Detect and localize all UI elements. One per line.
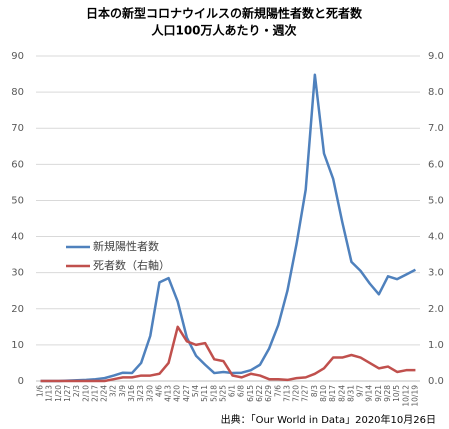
- y-tick-label: 10: [11, 340, 24, 351]
- x-tick-label: 5/11: [200, 385, 209, 402]
- y2-tick-label: 9.0: [428, 51, 444, 62]
- x-tick-label: 6/15: [246, 385, 255, 402]
- x-tick-label: 5/18: [209, 385, 218, 402]
- x-tick-label: 2/17: [90, 385, 99, 402]
- y-tick-label: 50: [11, 195, 24, 206]
- x-tick-label: 10/12: [401, 385, 410, 407]
- chart-subtitle: 人口100万人あたり・週次: [151, 23, 296, 38]
- y-tick-label: 40: [11, 232, 24, 243]
- y2-tick-label: 8.0: [428, 87, 444, 98]
- x-tick-label: 1/27: [63, 385, 72, 402]
- legend-label: 新規陽性者数: [93, 239, 159, 253]
- y-tick-label: 70: [11, 123, 24, 134]
- x-tick-label: 8/24: [337, 385, 346, 402]
- y-tick-label: 90: [11, 51, 24, 62]
- y2-tick-label: 4.0: [428, 232, 444, 243]
- x-tick-label: 9/28: [383, 385, 392, 402]
- x-tick-label: 3/9: [118, 385, 127, 397]
- x-tick-label: 10/19: [410, 385, 419, 407]
- y2-tick-label: 7.0: [428, 123, 444, 134]
- x-tick-label: 3/16: [127, 385, 136, 402]
- x-tick-label: 8/10: [319, 385, 328, 402]
- x-tick-label: 8/17: [328, 385, 337, 402]
- x-tick-label: 6/1: [228, 385, 237, 397]
- x-tick-label: 7/6: [273, 385, 282, 397]
- y-tick-label: 20: [11, 304, 24, 315]
- x-tick-label: 3/23: [136, 385, 145, 402]
- x-tick-label: 8/3: [310, 385, 319, 397]
- x-tick-label: 3/30: [145, 385, 154, 402]
- x-tick-label: 4/20: [173, 385, 182, 402]
- x-tick-label: 1/13: [45, 385, 54, 402]
- x-tick-label: 1/6: [36, 385, 45, 397]
- x-tick-label: 9/14: [365, 385, 374, 402]
- y-tick-label: 60: [11, 159, 24, 170]
- x-tick-label: 2/3: [72, 385, 81, 397]
- x-tick-label: 6/29: [264, 385, 273, 402]
- x-tick-label: 8/31: [346, 385, 355, 402]
- x-tick-label: 2/24: [100, 385, 109, 402]
- chart-title: 日本の新型コロナウイルスの新規陽性者数と死者数: [86, 6, 363, 21]
- x-tick-label: 6/22: [255, 385, 264, 402]
- x-tick-label: 10/5: [392, 385, 401, 402]
- series-line: [40, 73, 416, 383]
- x-tick-label: 4/6: [154, 385, 163, 397]
- x-tick-label: 3/2: [109, 385, 118, 397]
- y-tick-label: 80: [11, 87, 24, 98]
- x-tick-label: 5/25: [218, 385, 227, 402]
- legend-label: 死者数（右軸）: [93, 258, 170, 272]
- y2-tick-label: 6.0: [428, 159, 444, 170]
- y2-tick-label: 0.0: [428, 376, 444, 387]
- x-tick-label: 6/8: [237, 385, 246, 397]
- y-tick-label: 30: [11, 268, 24, 279]
- y-tick-label: 0: [18, 376, 24, 387]
- x-tick-label: 7/13: [282, 385, 291, 402]
- y2-tick-label: 2.0: [428, 304, 444, 315]
- series-line: [40, 325, 416, 383]
- x-tick-label: 9/7: [356, 385, 365, 397]
- x-tick-label: 4/27: [182, 385, 191, 402]
- x-tick-label: 2/10: [81, 385, 90, 402]
- x-tick-label: 7/27: [301, 385, 310, 402]
- source-note: 出典：「Our World in Data」2020年10月26日: [221, 413, 436, 426]
- x-tick-label: 4/13: [164, 385, 173, 402]
- y2-tick-label: 3.0: [428, 268, 444, 279]
- x-tick-label: 1/20: [54, 385, 63, 402]
- x-tick-label: 7/20: [292, 385, 301, 402]
- y2-tick-label: 5.0: [428, 195, 444, 206]
- x-tick-label: 5/4: [191, 385, 200, 397]
- y2-tick-label: 1.0: [428, 340, 444, 351]
- x-tick-label: 9/21: [374, 385, 383, 402]
